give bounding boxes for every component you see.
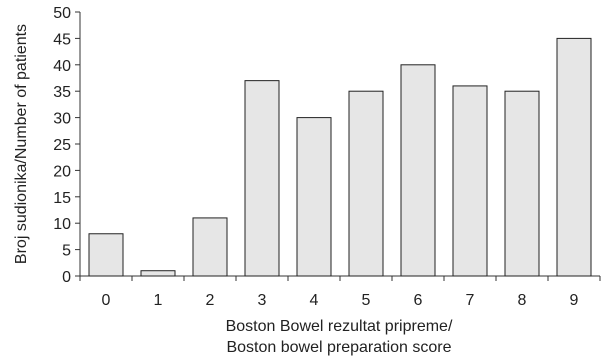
x-tick-label: 7	[466, 292, 475, 309]
bar-3	[244, 80, 280, 277]
y-tick-label: 45	[53, 31, 71, 48]
y-tick-label: 40	[53, 58, 71, 75]
y-tick-label: 5	[62, 243, 71, 260]
y-tick-label: 10	[53, 216, 71, 233]
bars	[88, 37, 592, 277]
y-tick-label: 15	[53, 190, 71, 207]
y-tick-label: 35	[53, 84, 71, 101]
bar-9	[556, 37, 592, 277]
x-tick-label: 6	[414, 292, 423, 309]
x-tick-label: 1	[154, 292, 163, 309]
x-axis: 0 1 2 3 4 5 6 7 8 9	[79, 275, 601, 309]
x-tick-label: 2	[206, 292, 215, 309]
bar-5	[348, 90, 384, 277]
bar-6	[400, 64, 436, 277]
y-tick-label: 30	[53, 111, 71, 128]
y-axis-title: Broj sudionika/Number of patients	[13, 24, 30, 264]
x-tick-label: 8	[518, 292, 527, 309]
bar-4	[296, 117, 332, 277]
x-ticks: 0 1 2 3 4 5 6 7 8 9	[79, 276, 601, 309]
y-tick-label: 20	[53, 163, 71, 180]
bar-1	[140, 270, 176, 277]
x-tick-label: 9	[570, 292, 579, 309]
bar-0	[88, 233, 124, 277]
x-axis-title-line-2: Boston bowel preparation score	[226, 339, 451, 356]
bar-8	[504, 90, 540, 277]
bar-2	[192, 217, 228, 277]
x-tick-label: 4	[310, 292, 319, 309]
y-tick-label: 50	[53, 5, 71, 22]
y-tick-label: 0	[62, 269, 71, 286]
bar-7	[452, 85, 488, 277]
y-tick-label: 25	[53, 137, 71, 154]
x-tick-label: 0	[102, 292, 111, 309]
x-tick-label: 3	[258, 292, 267, 309]
x-axis-title-line-1: Boston Bowel rezultat pripreme/	[226, 318, 453, 335]
y-ticks: 0 5 10 15 20 25 30 35 40 45 50	[53, 5, 80, 286]
y-axis: 0 5 10 15 20 25 30 35 40 45 50	[53, 5, 81, 286]
x-tick-label: 5	[362, 292, 371, 309]
